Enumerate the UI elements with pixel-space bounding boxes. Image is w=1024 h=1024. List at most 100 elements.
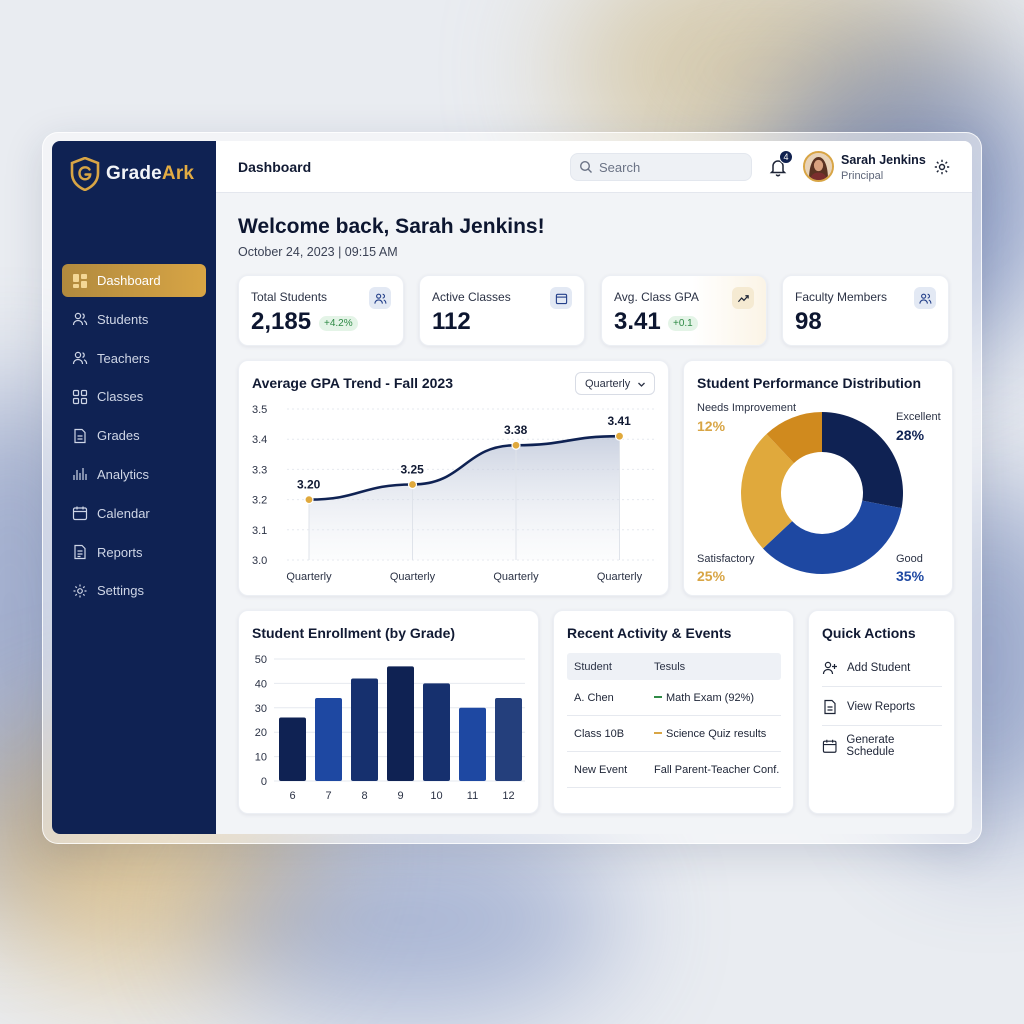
x-tick-label: Quarterly xyxy=(286,571,332,583)
period-dropdown[interactable]: Quarterly xyxy=(575,372,655,395)
column-header-results: Tesuls xyxy=(654,661,686,673)
chart-title: Student Enrollment (by Grade) xyxy=(252,625,456,641)
sidebar-item-label: Analytics xyxy=(97,466,150,482)
stat-label: Avg. Class GPA xyxy=(614,290,699,304)
view-reports-button[interactable]: View Reports xyxy=(822,688,942,726)
chart-title: Average GPA Trend - Fall 2023 xyxy=(252,375,454,391)
sidebar-item-reports[interactable]: Reports xyxy=(62,536,206,569)
sidebar-item-label: Calendar xyxy=(97,505,150,521)
sidebar-item-students[interactable]: Students xyxy=(62,303,206,336)
y-tick-label: 40 xyxy=(255,678,267,690)
y-tick-label: 20 xyxy=(255,727,267,739)
current-datetime: October 24, 2023 | 09:15 AM xyxy=(238,245,398,259)
users-icon xyxy=(72,311,88,327)
y-tick-label: 3.3 xyxy=(252,464,267,476)
y-tick-label: 3.4 xyxy=(252,434,267,446)
stat-value: 2,185 xyxy=(251,308,312,335)
table-row[interactable]: A. Chen Math Exam (92%) xyxy=(567,680,781,716)
search-box[interactable] xyxy=(570,153,752,181)
dropdown-value: Quarterly xyxy=(585,377,631,390)
y-tick-label: 0 xyxy=(261,776,267,788)
app-window: GradeArk Dashboard Students Teachers Cla… xyxy=(52,141,972,834)
sidebar: GradeArk Dashboard Students Teachers Cla… xyxy=(52,141,216,834)
avatar[interactable] xyxy=(803,151,834,182)
data-label: 3.25 xyxy=(401,463,425,477)
slice-pct-satisfactory: 25% xyxy=(697,568,726,584)
stat-card-total-students[interactable]: Total Students 2,185 +4.2% xyxy=(238,275,404,346)
data-point xyxy=(614,431,625,441)
gear-icon[interactable] xyxy=(933,158,951,176)
stat-card-active-classes[interactable]: Active Classes 112 xyxy=(419,275,585,346)
bar-chart-icon xyxy=(72,466,88,482)
table-row[interactable]: Class 10B Science Quiz results xyxy=(567,716,781,752)
shield-logo-icon xyxy=(70,157,100,191)
gpa-trend-chart: 3.0 3.1 3.2 3.3 3.4 3.5 3.20 Quarterly 3.25 Quart… xyxy=(252,404,657,583)
card-title: Quick Actions xyxy=(822,625,916,641)
sidebar-item-settings[interactable]: Settings xyxy=(62,574,206,607)
sidebar-item-dashboard[interactable]: Dashboard xyxy=(62,264,206,297)
data-point xyxy=(304,495,314,505)
add-student-button[interactable]: Add Student xyxy=(822,649,942,687)
bar xyxy=(351,678,378,781)
generate-schedule-button[interactable]: Generate Schedule xyxy=(822,727,942,765)
x-tick-label: 10 xyxy=(430,790,442,802)
main-content: Dashboard 4 Sarah Jenkins Principal Welc… xyxy=(216,141,972,834)
enrollment-card: Student Enrollment (by Grade) 0 10 20 30 40 5… xyxy=(238,610,539,814)
data-label: 3.38 xyxy=(504,423,528,437)
data-label: 3.41 xyxy=(608,414,632,428)
stat-value: 112 xyxy=(432,308,471,335)
y-tick-label: 3.0 xyxy=(252,555,267,567)
sidebar-item-analytics[interactable]: Analytics xyxy=(62,458,206,491)
quick-actions-card: Quick Actions Add Student View Reports G… xyxy=(808,610,955,814)
y-tick-label: 50 xyxy=(255,654,267,666)
stat-card-faculty[interactable]: Faculty Members 98 xyxy=(782,275,949,346)
search-input[interactable] xyxy=(599,159,739,175)
row-subject: New Event xyxy=(574,764,628,776)
donut-slice xyxy=(766,412,822,464)
row-subject: Class 10B xyxy=(574,728,625,740)
slice-label-needs-improvement: Needs Improvement xyxy=(697,402,797,414)
user-name: Sarah Jenkins xyxy=(841,153,926,167)
trend-icon xyxy=(732,287,754,309)
table-row[interactable]: New Event Fall Parent-Teacher Conf. xyxy=(567,752,781,788)
donut-slice xyxy=(822,412,903,509)
stat-label: Active Classes xyxy=(432,290,511,304)
gear-icon xyxy=(72,583,88,599)
y-tick-label: 3.2 xyxy=(252,495,267,507)
row-detail: Fall Parent-Teacher Conf. xyxy=(654,764,780,776)
stat-card-avg-gpa[interactable]: Avg. Class GPA 3.41 +0.1 xyxy=(601,275,767,346)
sidebar-item-classes[interactable]: Classes xyxy=(62,380,206,413)
donut-slice xyxy=(762,500,902,574)
calendar-icon xyxy=(550,287,572,309)
sidebar-item-grades[interactable]: Grades xyxy=(62,419,206,452)
x-tick-label: 12 xyxy=(502,790,514,802)
action-label: View Reports xyxy=(847,700,916,713)
row-detail: Science Quiz results xyxy=(654,728,766,740)
data-point xyxy=(407,479,418,490)
slice-pct-good: 35% xyxy=(896,568,925,584)
bar xyxy=(315,698,342,781)
stat-value: 98 xyxy=(795,308,822,335)
data-point xyxy=(511,440,521,450)
area-fill xyxy=(309,436,620,560)
search-icon xyxy=(579,160,592,173)
users-icon xyxy=(369,287,391,309)
x-tick-label: Quarterly xyxy=(390,571,436,583)
series-line xyxy=(308,434,620,501)
stat-label: Total Students xyxy=(251,290,328,304)
gpa-trend-card: Average GPA Trend - Fall 2023 Quarterly … xyxy=(238,360,669,596)
status-marker xyxy=(654,732,662,735)
welcome-heading: Welcome back, Sarah Jenkins! xyxy=(238,215,545,238)
stat-delta: +4.2% xyxy=(319,316,358,331)
sidebar-item-calendar[interactable]: Calendar xyxy=(62,497,206,530)
sidebar-nav: Dashboard Students Teachers Classes Grad… xyxy=(62,264,206,613)
y-tick-label: 3.1 xyxy=(252,525,267,537)
logo[interactable]: GradeArk xyxy=(70,157,194,191)
action-label: Add Student xyxy=(847,661,911,674)
sidebar-item-teachers[interactable]: Teachers xyxy=(62,342,206,375)
squares-icon xyxy=(72,389,88,405)
column-header-student: Student xyxy=(574,661,612,673)
slice-pct-excellent: 28% xyxy=(896,427,925,443)
topbar: Dashboard 4 Sarah Jenkins Principal xyxy=(216,141,972,193)
y-tick-label: 10 xyxy=(255,752,267,764)
